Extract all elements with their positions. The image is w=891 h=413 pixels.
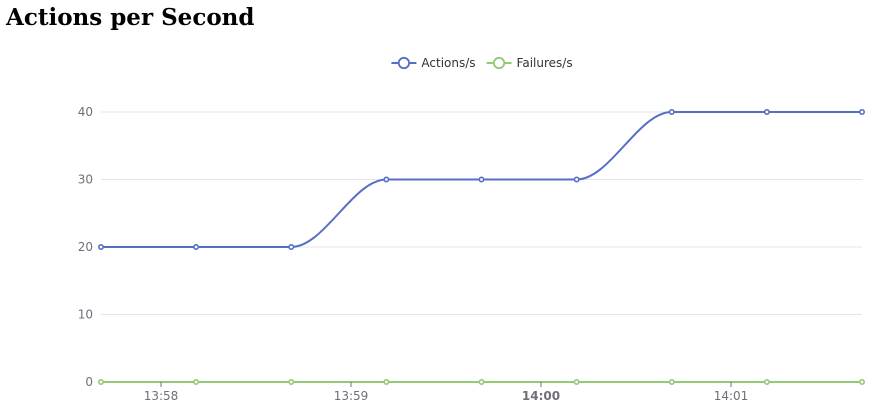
series-points <box>98 109 865 385</box>
legend-marker-icon <box>397 56 411 70</box>
data-point-failures-s[interactable] <box>858 378 865 385</box>
data-point-failures-s[interactable] <box>193 378 200 385</box>
y-tick-label: 20 <box>78 240 93 254</box>
y-tick-label: 0 <box>85 375 93 389</box>
data-point-failures-s[interactable] <box>98 378 105 385</box>
grid-lines <box>101 111 862 315</box>
y-tick-label: 30 <box>78 173 93 187</box>
legend-label: Failures/s <box>517 56 573 70</box>
tick-labels: 0 10 20 30 40 13:58 13:59 14:00 14:01 <box>78 105 749 403</box>
data-point-actions-s[interactable] <box>573 176 580 183</box>
data-point-failures-s[interactable] <box>383 378 390 385</box>
legend-item-failures-s[interactable]: Failures/s <box>486 56 573 70</box>
data-point-actions-s[interactable] <box>668 109 675 116</box>
y-tick-label: 10 <box>78 308 93 322</box>
x-tick-label: 14:00 <box>522 389 560 403</box>
x-tick-label: 14:01 <box>714 389 749 403</box>
data-point-failures-s[interactable] <box>763 378 770 385</box>
x-tick-label: 13:59 <box>334 389 369 403</box>
data-point-actions-s[interactable] <box>858 109 865 116</box>
y-tick-label: 40 <box>78 105 93 119</box>
legend-marker-icon <box>492 56 506 70</box>
data-point-actions-s[interactable] <box>763 109 770 116</box>
data-point-actions-s[interactable] <box>383 176 390 183</box>
data-point-failures-s[interactable] <box>668 378 675 385</box>
data-point-failures-s[interactable] <box>478 378 485 385</box>
data-point-actions-s[interactable] <box>478 176 485 183</box>
data-point-failures-s[interactable] <box>573 378 580 385</box>
data-point-failures-s[interactable] <box>288 378 295 385</box>
data-point-actions-s[interactable] <box>193 244 200 251</box>
legend-label: Actions/s <box>421 56 475 70</box>
page-title: Actions per Second <box>6 4 255 31</box>
data-point-actions-s[interactable] <box>288 244 295 251</box>
legend[interactable]: Actions/s Failures/s <box>391 56 573 70</box>
data-point-actions-s[interactable] <box>98 244 105 251</box>
legend-item-actions-s[interactable]: Actions/s <box>391 56 476 70</box>
x-tick-label: 13:58 <box>144 389 179 403</box>
